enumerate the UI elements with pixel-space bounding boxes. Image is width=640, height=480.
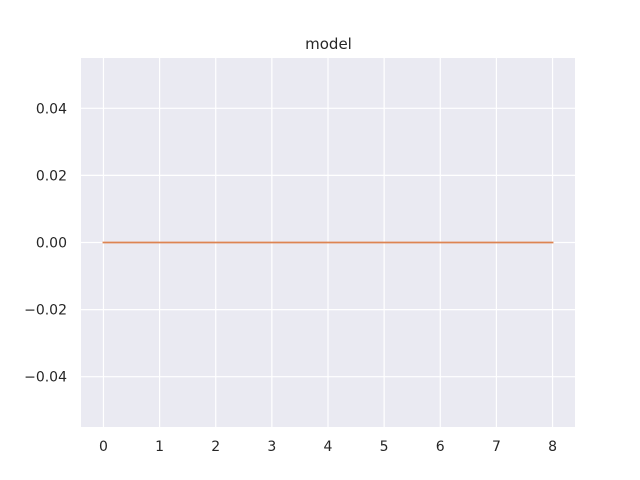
- x-tick-label: 4: [324, 439, 333, 455]
- y-axis-ticks: −0.04 −0.02 0.00 0.02 0.04: [24, 101, 67, 385]
- x-tick-label: 1: [155, 439, 164, 455]
- y-tick-label: 0.00: [36, 236, 67, 252]
- x-tick-label: 6: [436, 439, 445, 455]
- x-tick-label: 7: [492, 439, 501, 455]
- y-tick-label: 0.02: [36, 168, 67, 184]
- x-tick-label: 0: [99, 439, 108, 455]
- x-tick-label: 5: [380, 439, 389, 455]
- x-tick-label: 8: [548, 439, 557, 455]
- x-tick-label: 3: [267, 439, 276, 455]
- chart-title: model: [305, 35, 352, 53]
- y-tick-label: −0.04: [24, 370, 67, 386]
- x-axis-ticks: 0 1 2 3 4 5 6 7 8: [99, 439, 557, 455]
- y-tick-label: 0.04: [36, 101, 67, 117]
- x-tick-label: 2: [211, 439, 220, 455]
- y-tick-label: −0.02: [24, 303, 67, 319]
